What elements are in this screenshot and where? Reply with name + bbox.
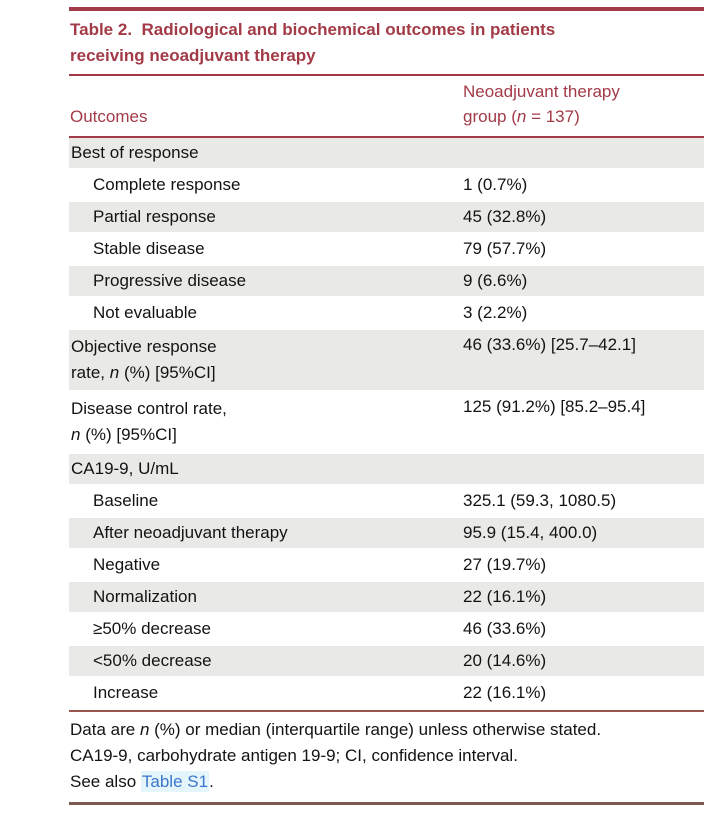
table-row: Normalization 22 (16.1%) xyxy=(69,582,704,614)
table-title-line2: receiving neoadjuvant therapy xyxy=(70,46,316,65)
row-label: Increase xyxy=(93,683,159,702)
table-row: Progressive disease 9 (6.6%) xyxy=(69,266,704,298)
header-divider xyxy=(69,136,704,138)
row-label: Progressive disease xyxy=(93,271,247,290)
row-label: Not evaluable xyxy=(93,303,197,322)
row-value: 1 (0.7%) xyxy=(463,175,528,194)
footnote-line1: Data are n (%) or median (interquartile … xyxy=(70,720,602,739)
table-footnote: Data are n (%) or median (interquartile … xyxy=(69,712,704,795)
row-label: CA19-9, U/mL xyxy=(71,459,179,478)
row-value: 46 (33.6%) [25.7–42.1] xyxy=(463,335,636,354)
column-header-group: Neoadjuvant therapy group (n = 137) xyxy=(463,79,704,129)
table-title: Table 2. Radiological and biochemical ou… xyxy=(69,11,704,74)
outcomes-table-card: Table 2. Radiological and biochemical ou… xyxy=(69,7,704,805)
row-label: Complete response xyxy=(93,175,241,194)
table-bottom-rule xyxy=(69,802,704,805)
table-row: Stable disease 79 (57.7%) xyxy=(69,234,704,266)
table-row: Complete response 1 (0.7%) xyxy=(69,170,704,202)
table-top-rule xyxy=(69,7,704,11)
table-row: Partial response 45 (32.8%) xyxy=(69,202,704,234)
table-row: Disease control rate, n (%) [95%CI] 125 (9… xyxy=(69,392,704,454)
row-label: <50% decrease xyxy=(93,651,212,670)
section-row: CA19-9, U/mL xyxy=(69,454,704,486)
table-row: Increase 22 (16.1%) xyxy=(69,678,704,710)
table-row: Objective response rate, n (%) [95%CI] 46 … xyxy=(69,330,704,392)
row-value: 27 (19.7%) xyxy=(463,555,547,574)
row-label: Disease control rate, n (%) [95%CI] xyxy=(71,399,227,444)
row-value: 125 (91.2%) [85.2–95.4] xyxy=(463,397,646,416)
row-value: 79 (57.7%) xyxy=(463,239,547,258)
footnote-line3: See also Table S1. xyxy=(70,771,214,792)
row-label: ≥50% decrease xyxy=(93,619,212,638)
row-value: 3 (2.2%) xyxy=(463,303,528,322)
row-value: 95.9 (15.4, 400.0) xyxy=(463,523,598,542)
table-row: Baseline 325.1 (59.3, 1080.5) xyxy=(69,486,704,518)
row-label: Negative xyxy=(93,555,161,574)
footnote-line2: CA19-9, carbohydrate antigen 19-9; CI, c… xyxy=(70,746,518,765)
footnote-divider xyxy=(69,710,704,712)
table-row: Not evaluable 3 (2.2%) xyxy=(69,298,704,330)
row-label: Partial response xyxy=(93,207,216,226)
title-divider xyxy=(69,74,704,76)
row-value: 22 (16.1%) xyxy=(463,683,547,702)
table-row: ≥50% decrease 46 (33.6%) xyxy=(69,614,704,646)
row-value: 9 (6.6%) xyxy=(463,271,528,290)
row-value: 325.1 (59.3, 1080.5) xyxy=(463,491,617,510)
section-row: Best of response xyxy=(69,138,704,170)
table-header-row: Outcomes Neoadjuvant therapy group (n = … xyxy=(69,76,704,136)
row-label: After neoadjuvant therapy xyxy=(93,523,288,542)
row-value: 45 (32.8%) xyxy=(463,207,547,226)
table-title-line1: Table 2. Radiological and biochemical ou… xyxy=(70,20,556,39)
row-value: 20 (14.6%) xyxy=(463,651,547,670)
row-value: 22 (16.1%) xyxy=(463,587,547,606)
row-label: Baseline xyxy=(93,491,159,510)
table-row: Negative 27 (19.7%) xyxy=(69,550,704,582)
table-row: <50% decrease 20 (14.6%) xyxy=(69,646,704,678)
row-label: Stable disease xyxy=(93,239,205,258)
row-value: 46 (33.6%) xyxy=(463,619,547,638)
table-row: After neoadjuvant therapy 95.9 (15.4, 400… xyxy=(69,518,704,550)
row-label: Best of response xyxy=(71,143,199,162)
column-header-group-line2: group (n = 137) xyxy=(463,107,580,126)
column-header-group-line1: Neoadjuvant therapy xyxy=(463,82,620,101)
row-label: Objective response rate, n (%) [95%CI] xyxy=(71,337,217,382)
table-s1-link[interactable]: Table S1 xyxy=(140,771,210,792)
table-body: Best of response Complete response 1 (0.7%… xyxy=(69,138,704,710)
row-label: Normalization xyxy=(93,587,197,606)
column-header-outcomes: Outcomes xyxy=(70,107,148,126)
